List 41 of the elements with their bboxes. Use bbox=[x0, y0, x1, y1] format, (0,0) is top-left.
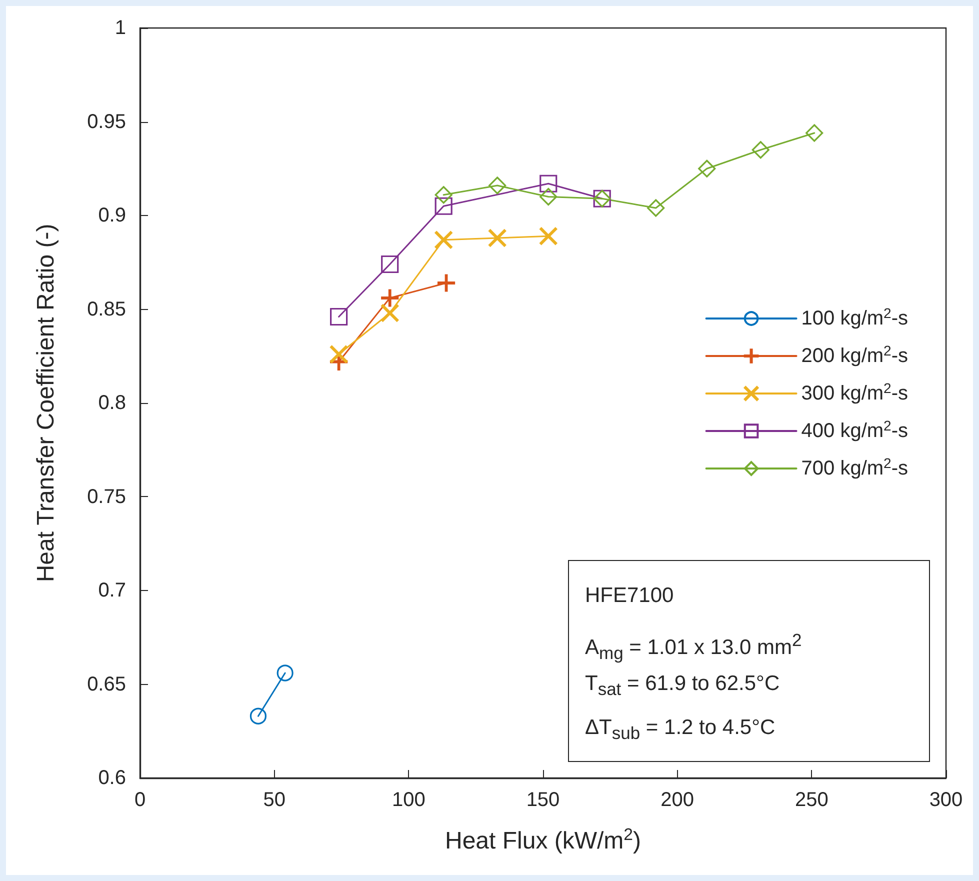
y-tick-label: 0.8 bbox=[98, 392, 126, 414]
point bbox=[381, 304, 399, 322]
y-tick-label: 0.65 bbox=[87, 673, 126, 696]
point bbox=[330, 345, 348, 364]
x-tick-label: 200 bbox=[660, 789, 694, 811]
point bbox=[540, 188, 558, 206]
y-tick-label: 0.7 bbox=[98, 580, 126, 602]
point bbox=[752, 141, 770, 159]
point bbox=[250, 708, 267, 724]
point bbox=[330, 308, 348, 326]
point bbox=[540, 174, 558, 192]
y-tick-label: 0.95 bbox=[87, 110, 126, 133]
x-tick-label: 250 bbox=[794, 789, 828, 811]
y-axis-title: Heat Transfer Coefficient Ratio (-) bbox=[32, 224, 60, 582]
x-tick-label: 0 bbox=[134, 789, 146, 811]
point bbox=[806, 124, 824, 142]
x-tick-label: 50 bbox=[263, 789, 286, 811]
point bbox=[276, 664, 294, 682]
y-tick-label: 0.75 bbox=[87, 486, 126, 508]
point bbox=[488, 176, 506, 194]
point bbox=[434, 197, 452, 215]
x-tick-label: 100 bbox=[392, 789, 426, 811]
annotation: HFE7100 bbox=[585, 583, 675, 609]
point bbox=[698, 160, 716, 178]
y-tick-label: 1 bbox=[114, 17, 126, 39]
annotation: ΔT$_{sub}$ = 1.2 to 4.5°C bbox=[585, 715, 776, 746]
y-tick-label: 0.6 bbox=[98, 767, 126, 789]
point bbox=[437, 274, 456, 292]
x-tick-label: 300 bbox=[929, 789, 963, 811]
point bbox=[381, 289, 399, 307]
y-tick-label: 0.9 bbox=[98, 204, 126, 226]
y-tick-label: 0.85 bbox=[87, 298, 126, 320]
point bbox=[434, 186, 452, 204]
point bbox=[540, 227, 558, 245]
point bbox=[434, 231, 452, 249]
x-tick-label: 150 bbox=[526, 789, 560, 811]
point bbox=[488, 229, 506, 247]
annotation: A$_{mg}$ = 1.01 x 13.0 mm$^{2}$ bbox=[585, 629, 803, 664]
point bbox=[381, 255, 399, 274]
annotation: T$_{sat}$ = 61.9 to 62.5°C bbox=[585, 671, 781, 702]
point bbox=[647, 199, 665, 217]
